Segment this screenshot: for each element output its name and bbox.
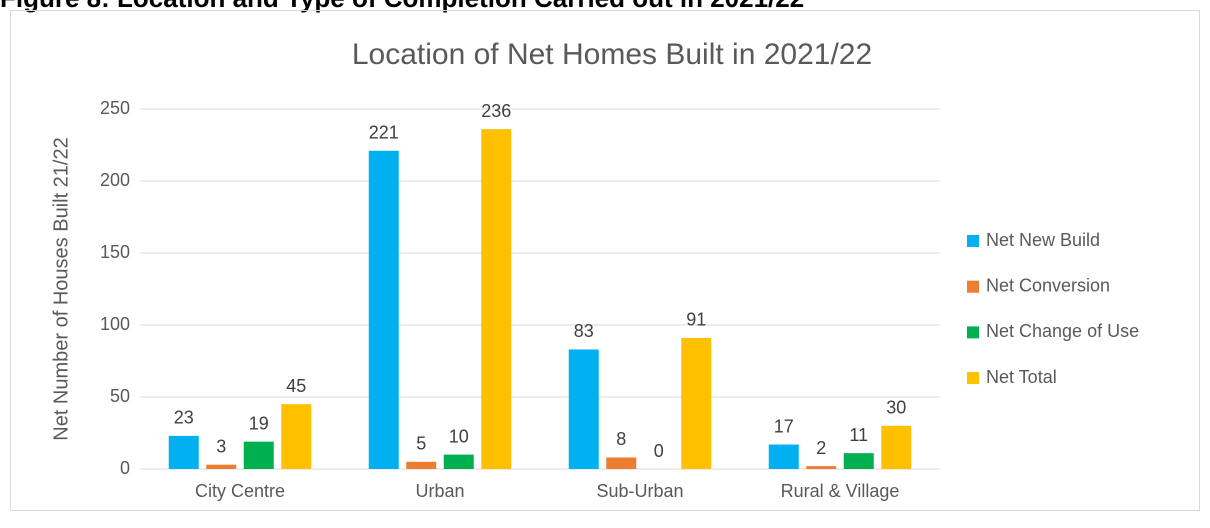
data-label: 8 bbox=[616, 429, 626, 449]
legend-label: Net Change of Use bbox=[986, 321, 1139, 341]
bar bbox=[681, 337, 712, 469]
legend-swatch bbox=[967, 326, 979, 339]
data-label: 5 bbox=[416, 434, 426, 454]
data-label: 236 bbox=[481, 101, 511, 121]
data-label: 0 bbox=[654, 441, 664, 461]
legend-swatch bbox=[967, 280, 979, 293]
data-label: 91 bbox=[686, 310, 706, 330]
legend-label: Net Total bbox=[986, 367, 1057, 387]
data-label: 45 bbox=[286, 376, 306, 396]
x-tick-label: Rural & Village bbox=[781, 481, 900, 501]
figure-heading: Figure 8: Location and Type of Completio… bbox=[0, 0, 804, 14]
legend-label: Net Conversion bbox=[986, 275, 1110, 295]
data-label: 30 bbox=[886, 398, 906, 418]
bar bbox=[768, 444, 799, 469]
y-tick-label: 100 bbox=[100, 314, 130, 334]
bar bbox=[881, 425, 912, 469]
y-tick-label: 150 bbox=[100, 242, 130, 262]
bar bbox=[406, 461, 437, 469]
chart-frame bbox=[10, 10, 1200, 511]
bar bbox=[206, 464, 237, 469]
data-label: 11 bbox=[849, 425, 868, 445]
bar bbox=[281, 404, 312, 469]
data-label: 19 bbox=[249, 413, 269, 433]
bar bbox=[368, 150, 399, 469]
data-label: 23 bbox=[174, 408, 194, 428]
legend-swatch bbox=[967, 372, 979, 385]
bar bbox=[243, 441, 274, 469]
bar bbox=[568, 349, 599, 469]
bar bbox=[806, 466, 837, 469]
y-tick-label: 250 bbox=[100, 98, 130, 118]
chart-title: Location of Net Homes Built in 2021/22 bbox=[352, 38, 872, 71]
data-label: 10 bbox=[449, 426, 469, 446]
bar bbox=[168, 435, 199, 469]
x-tick-label: Sub-Urban bbox=[596, 481, 683, 501]
data-label: 83 bbox=[574, 321, 594, 341]
bar bbox=[481, 129, 512, 469]
data-label: 17 bbox=[774, 416, 794, 436]
y-axis-title: Net Number of Houses Built 21/22 bbox=[50, 137, 72, 441]
bar bbox=[606, 457, 637, 469]
data-label: 221 bbox=[369, 123, 399, 143]
bar bbox=[443, 454, 474, 469]
y-tick-label: 0 bbox=[120, 458, 130, 478]
x-tick-label: City Centre bbox=[195, 481, 285, 501]
y-tick-label: 50 bbox=[110, 386, 130, 406]
x-tick-label: Urban bbox=[415, 481, 464, 501]
y-tick-label: 200 bbox=[100, 170, 130, 190]
data-label: 3 bbox=[216, 436, 226, 456]
data-label: 2 bbox=[816, 438, 826, 458]
legend-swatch bbox=[967, 235, 979, 247]
bar bbox=[843, 453, 874, 469]
legend-label: Net New Build bbox=[986, 230, 1100, 250]
